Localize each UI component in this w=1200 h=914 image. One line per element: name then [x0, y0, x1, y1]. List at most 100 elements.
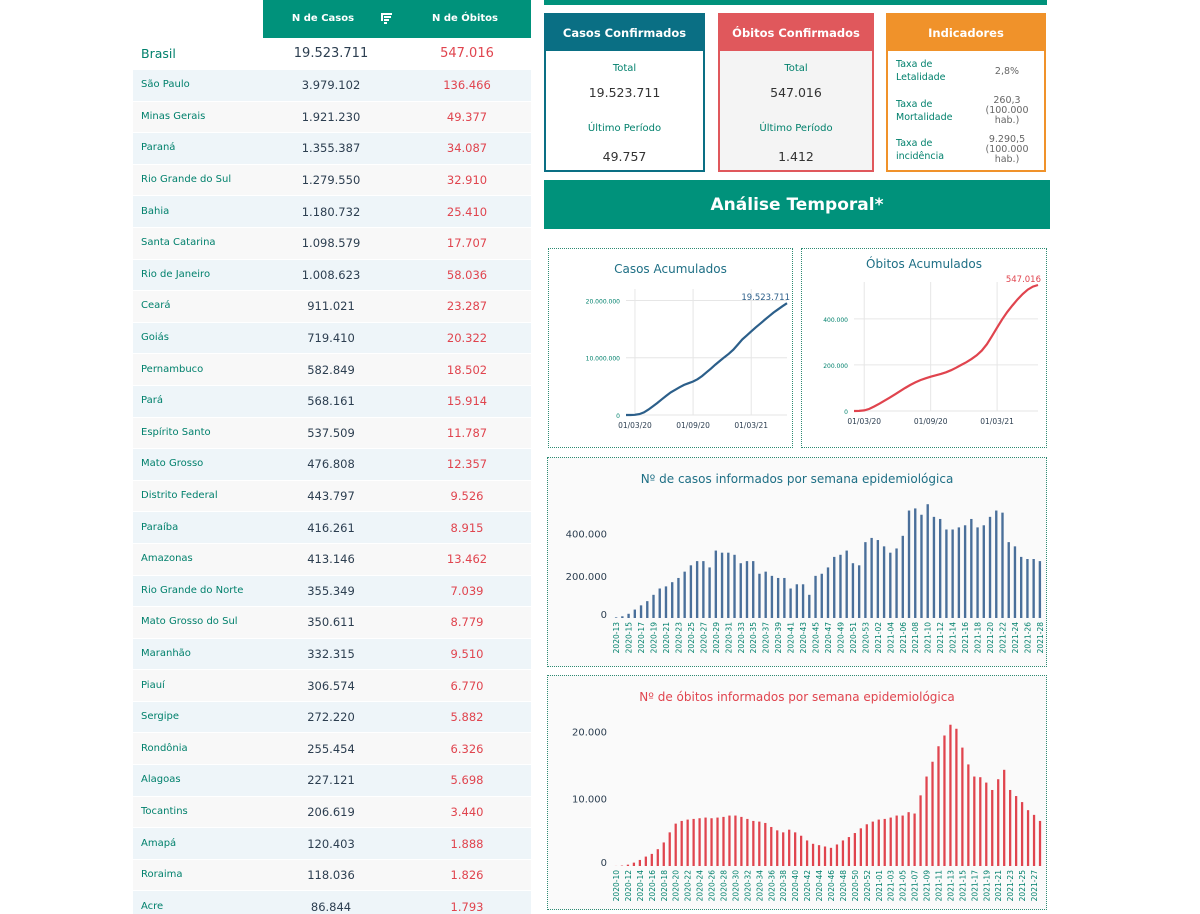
- table-row[interactable]: São Paulo 3.979.102 136.466: [133, 70, 531, 102]
- bar: [995, 510, 998, 618]
- card-title: Indicadores: [888, 15, 1044, 51]
- y-tick-label: 10.000: [572, 795, 607, 806]
- cases-value: 537.509: [307, 425, 355, 440]
- state-name: Pará: [141, 395, 163, 407]
- table-row[interactable]: Acre 86.844 1.793: [133, 891, 531, 914]
- table-row[interactable]: Roraima 118.036 1.826: [133, 859, 531, 892]
- y-tick-label: 10.000.000: [586, 356, 621, 363]
- cases-value: 272.220: [307, 710, 355, 725]
- table-row[interactable]: Goiás 719.410 20.322: [133, 322, 531, 355]
- table-row[interactable]: Minas Gerais 1.921.230 49.377: [133, 101, 531, 134]
- period-value: 1.412: [778, 149, 814, 164]
- table-row[interactable]: Espírito Santo 537.509 11.787: [133, 417, 531, 450]
- bar: [889, 552, 892, 618]
- table-row[interactable]: Paraíba 416.261 8.915: [133, 512, 531, 544]
- bar: [686, 819, 689, 866]
- chart-plot[interactable]: 0 200.000 400.000 2020-13 2020-15 2020-17 2020…: [548, 458, 1046, 666]
- data-label: 547.016: [1006, 275, 1041, 285]
- x-tick-label: 2020-47: [824, 622, 833, 654]
- bar: [1032, 559, 1035, 618]
- chart-cumulative-deaths: Óbitos Acumulados 0 200.000 400.000 01/03/2…: [801, 248, 1047, 448]
- chart-plot[interactable]: 0 10.000.000 20.000.000 01/03/20 01/09/20 01/…: [549, 249, 792, 447]
- x-tick-label: 2021-13: [946, 870, 955, 902]
- table-row[interactable]: Sergipe 272.220 5.882: [133, 701, 531, 734]
- table-row[interactable]: Rondônia 255.454 6.326: [133, 733, 531, 766]
- chart-weekly-deaths: Nº de óbitos informados por semana epide…: [547, 675, 1047, 910]
- table-row[interactable]: Ceará 911.021 23.287: [133, 291, 531, 323]
- bar: [708, 567, 711, 618]
- table-row[interactable]: Maranhão 332.315 9.510: [133, 638, 531, 671]
- cases-value: 206.619: [307, 804, 355, 819]
- table-row[interactable]: Mato Grosso 476.808 12.357: [133, 449, 531, 481]
- table-row[interactable]: Pernambuco 582.849 18.502: [133, 354, 531, 386]
- bar: [695, 561, 699, 618]
- state-name: Paraná: [141, 142, 176, 154]
- deaths-value: 1.826: [450, 868, 484, 883]
- bar: [801, 584, 805, 618]
- table-row[interactable]: Amapá 120.403 1.888: [133, 828, 531, 860]
- table-row[interactable]: Bahia 1.180.732 25.410: [133, 196, 531, 228]
- table-row[interactable]: Rio Grande do Sul 1.279.550 32.910: [133, 164, 531, 197]
- x-tick-label: 2021-25: [1018, 870, 1027, 902]
- bar: [876, 540, 880, 618]
- bar: [943, 735, 946, 866]
- state-name: Pernambuco: [141, 363, 204, 375]
- cases-value: 3.979.102: [301, 78, 361, 93]
- bar: [656, 849, 659, 866]
- x-tick-label: 2021-27: [1030, 870, 1039, 902]
- table-row[interactable]: Pará 568.161 15.914: [133, 385, 531, 418]
- table-row[interactable]: Rio Grande do Norte 355.349 7.039: [133, 575, 531, 608]
- state-name: Santa Catarina: [141, 237, 216, 249]
- deaths-value: 32.910: [446, 173, 488, 188]
- table-row[interactable]: Amazonas 413.146 13.462: [133, 543, 531, 576]
- deaths-value: 34.087: [446, 141, 488, 156]
- bar: [1003, 769, 1006, 866]
- bar: [720, 552, 724, 618]
- chart-title: Nº de casos informados por semana epidem…: [640, 472, 954, 486]
- y-tick-label: 20.000.000: [586, 298, 621, 305]
- table-row[interactable]: Rio de Janeiro 1.008.623 58.036: [133, 259, 531, 292]
- cases-value: 255.454: [307, 741, 355, 756]
- table-row[interactable]: Tocantins 206.619 3.440: [133, 796, 531, 829]
- deaths-value: 17.707: [446, 236, 488, 251]
- bar: [932, 516, 936, 618]
- bar: [985, 782, 988, 866]
- table-row[interactable]: Piauí 306.574 6.770: [133, 670, 531, 702]
- bar: [895, 815, 898, 866]
- state-name: Amazonas: [141, 553, 193, 565]
- bar: [901, 535, 904, 618]
- bar: [883, 818, 886, 866]
- x-tick-label: 2020-31: [724, 622, 733, 654]
- header-cases[interactable]: N de Casos: [291, 13, 355, 24]
- table-row[interactable]: Distrito Federal 443.797 9.526: [133, 480, 531, 513]
- bar: [658, 588, 661, 618]
- table-row[interactable]: Santa Catarina 1.098.579 17.707: [133, 227, 531, 260]
- header-deaths[interactable]: N de Óbitos: [432, 13, 498, 24]
- bar: [845, 550, 848, 618]
- table-row[interactable]: Alagoas 227.121 5.698: [133, 765, 531, 797]
- state-name: Rio Grande do Norte: [141, 584, 244, 596]
- table-row[interactable]: Mato Grosso do Sul 350.611 8.779: [133, 607, 531, 639]
- bar: [668, 832, 671, 866]
- state-name: Ceará: [141, 300, 171, 312]
- cases-value: 568.161: [307, 394, 355, 409]
- state-name: Rio Grande do Sul: [141, 174, 232, 186]
- cases-value: 413.146: [307, 552, 355, 567]
- table-row[interactable]: Brasil 19.523.711 547.016: [133, 38, 531, 70]
- state-table: N de Casos N de Óbitos Brasil 19.523.711 5…: [133, 0, 531, 914]
- deaths-value: 49.377: [446, 109, 488, 124]
- deaths-value: 9.510: [450, 646, 484, 661]
- x-tick-label: 2021-21: [994, 870, 1003, 902]
- deaths-value: 5.882: [450, 710, 484, 725]
- y-tick-label: 20.000: [572, 727, 607, 738]
- x-tick-label: 2020-46: [827, 870, 836, 902]
- chart-plot[interactable]: 0 200.000 400.000 01/03/20 01/09/20 01/03/21 5…: [802, 249, 1046, 447]
- indicator-value: 9.290,5 (100.000 hab.): [985, 134, 1029, 165]
- sort-icon[interactable]: [381, 13, 392, 24]
- bar: [680, 820, 683, 866]
- bar: [847, 837, 851, 866]
- bar: [1007, 542, 1010, 618]
- table-row[interactable]: Paraná 1.355.387 34.087: [133, 133, 531, 165]
- state-name: Paraíba: [141, 521, 179, 533]
